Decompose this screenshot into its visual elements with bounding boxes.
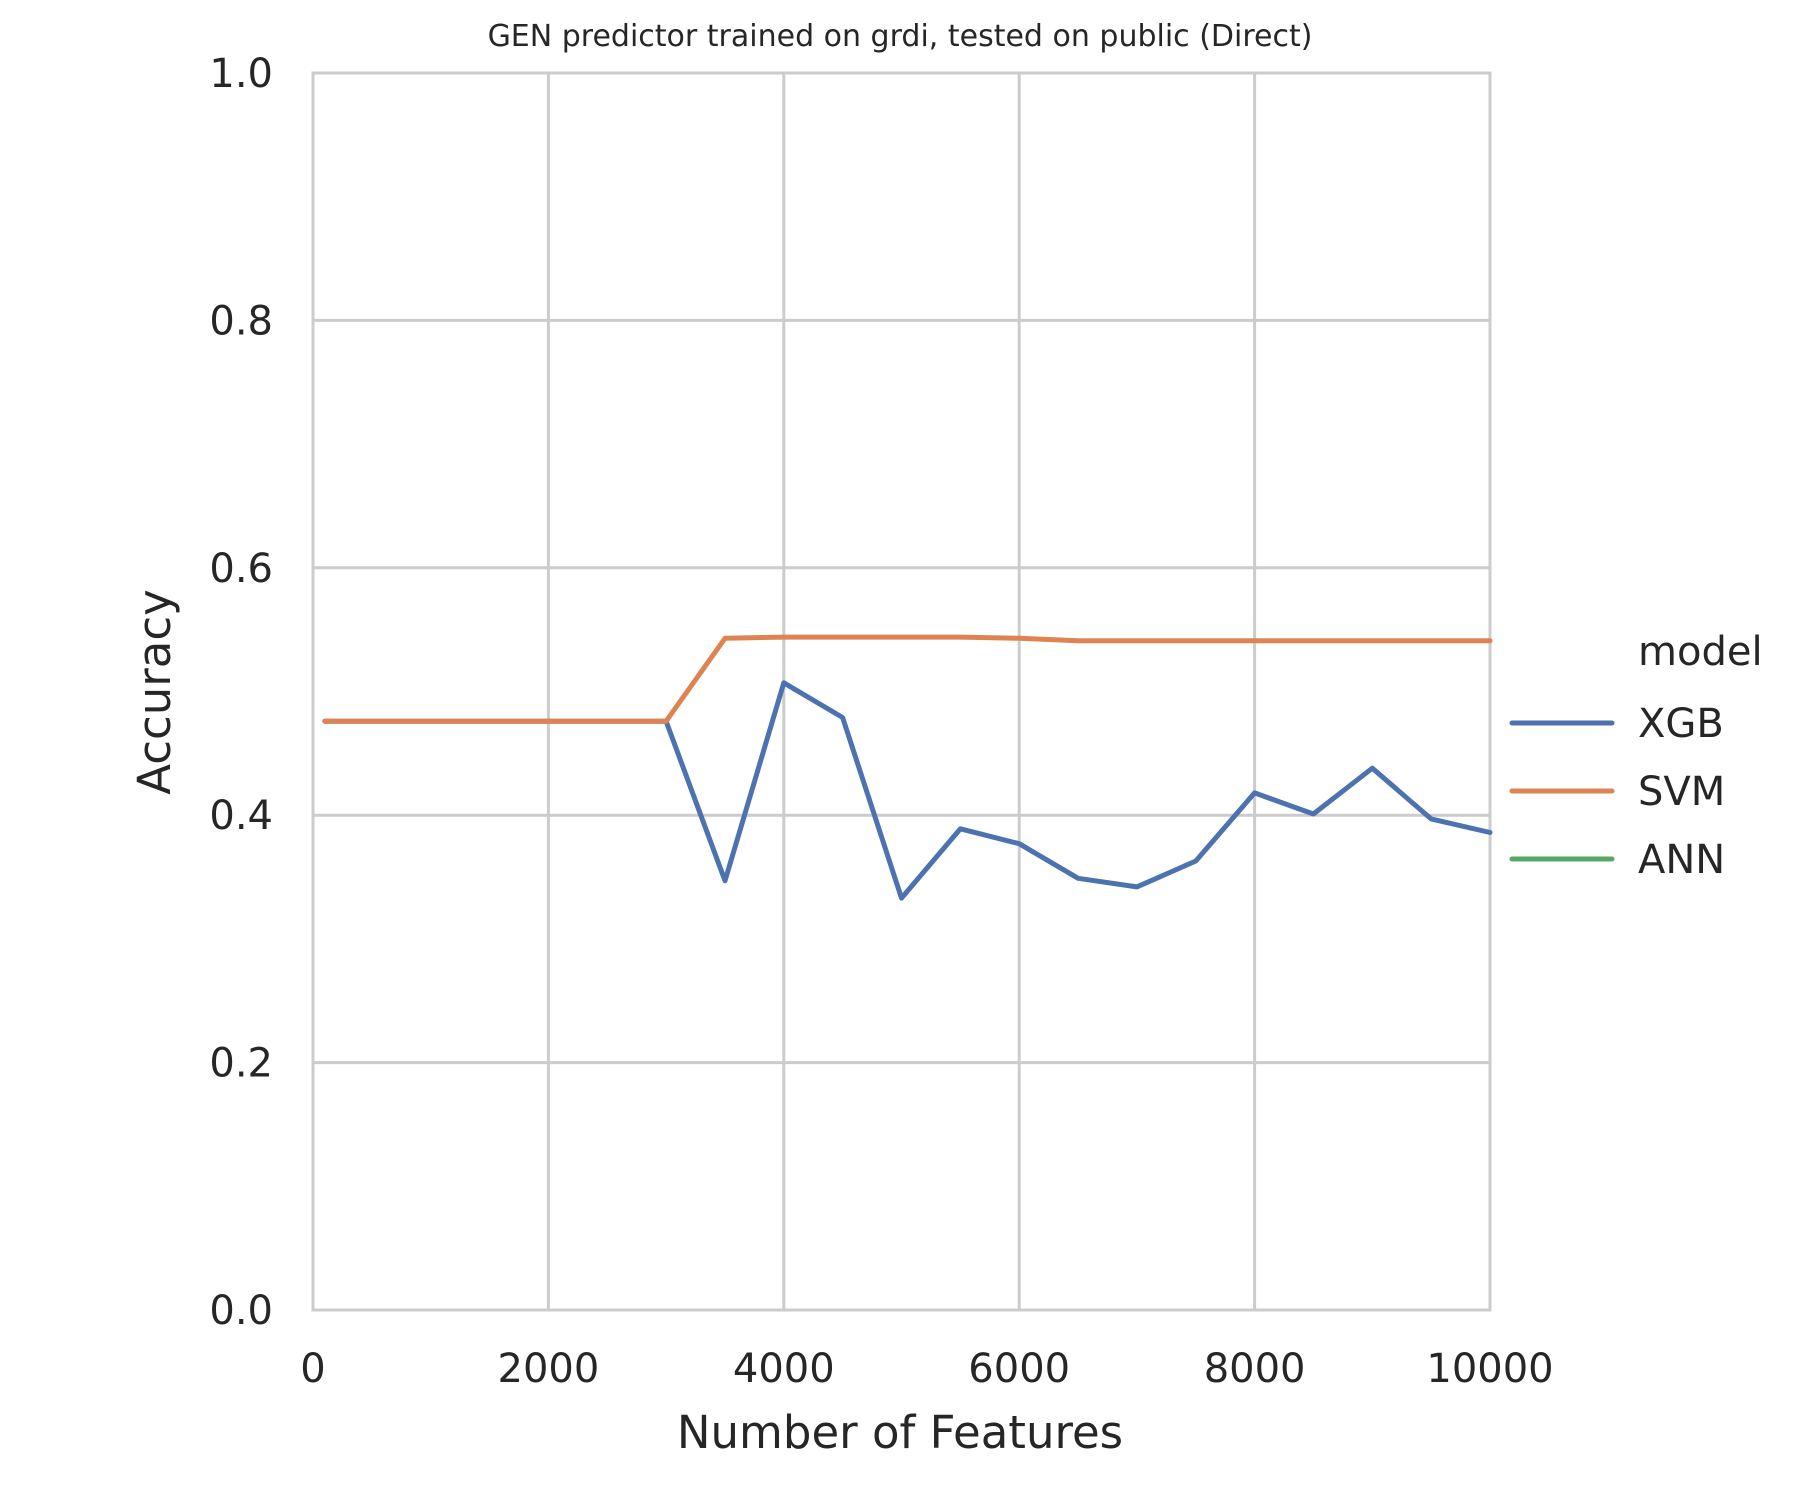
y-tick-label: 0.0 <box>209 1288 273 1334</box>
x-tick-label: 4000 <box>733 1346 835 1392</box>
y-tick-label: 0.6 <box>209 546 273 592</box>
y-tick-label: 0.4 <box>209 793 273 839</box>
legend-label-xgb: XGB <box>1638 701 1724 747</box>
y-tick-label: 1.0 <box>209 51 273 97</box>
plot-frame <box>311 71 1492 1312</box>
y-tick-label: 0.2 <box>209 1041 273 1087</box>
x-tick-labels: 0 2000 4000 6000 8000 10000 <box>300 1346 1553 1392</box>
x-tick-label: 10000 <box>1426 1346 1553 1392</box>
legend-title: model <box>1638 629 1763 675</box>
x-tick-label: 2000 <box>498 1346 600 1392</box>
legend-label-svm: SVM <box>1638 769 1725 815</box>
series-line-svm <box>322 634 1493 724</box>
axes-spines <box>311 71 1492 1312</box>
y-axis-label: Accuracy <box>128 589 181 794</box>
legend: model XGB SVM ANN <box>1509 629 1763 883</box>
series-line-xgb <box>322 680 1493 901</box>
x-tick-label: 6000 <box>968 1346 1070 1392</box>
x-axis-label: Number of Features <box>677 1406 1123 1459</box>
y-tick-labels: 0.0 0.2 0.4 0.6 0.8 1.0 <box>209 51 273 1334</box>
x-tick-label: 8000 <box>1204 1346 1306 1392</box>
grid-lines <box>311 71 1492 1312</box>
x-tick-label: 0 <box>300 1346 325 1392</box>
chart-title: GEN predictor trained on grdi, tested on… <box>488 19 1313 54</box>
series-lines <box>322 634 1493 901</box>
legend-label-ann: ANN <box>1638 837 1725 883</box>
y-tick-label: 0.8 <box>209 298 273 344</box>
